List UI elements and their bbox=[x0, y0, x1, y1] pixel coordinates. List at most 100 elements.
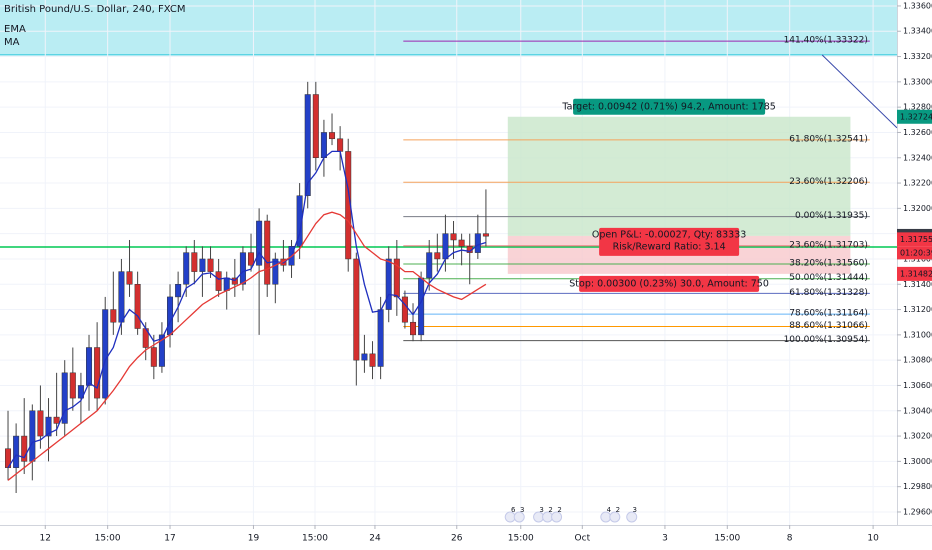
stop-label-box bbox=[579, 275, 760, 292]
candle-body bbox=[320, 132, 327, 159]
candle-body bbox=[175, 284, 182, 298]
candle-body bbox=[37, 410, 44, 437]
candle-body bbox=[77, 385, 84, 399]
y-tick-label: 1.33600 bbox=[903, 1, 932, 10]
candle-body bbox=[353, 258, 360, 361]
x-tick-label: 15:00 bbox=[508, 534, 534, 544]
event-count: 2 bbox=[548, 506, 552, 514]
y-tick-label: 1.29600 bbox=[903, 507, 932, 516]
y-tick-label: 1.33200 bbox=[903, 52, 932, 61]
candle-body bbox=[94, 347, 101, 399]
y-tick-label: 1.30400 bbox=[903, 406, 932, 415]
candle-body bbox=[401, 296, 408, 323]
y-tick-label: 1.30200 bbox=[903, 432, 932, 441]
fib-label: 23.60%(1.32206) bbox=[789, 177, 868, 187]
fib-label: 23.60%(1.31703) bbox=[789, 240, 868, 250]
y-tick-label: 1.33400 bbox=[903, 27, 932, 36]
candle-body bbox=[450, 233, 457, 241]
event-count: 3 bbox=[632, 506, 636, 514]
y-tick-label: 1.32000 bbox=[903, 204, 932, 213]
fib-label: 141.40%(1.33322) bbox=[784, 36, 868, 46]
y-tick-label: 1.32200 bbox=[903, 179, 932, 188]
x-tick-label: 15:00 bbox=[95, 534, 121, 544]
fib-label: 78.60%(1.31164) bbox=[789, 309, 868, 319]
candle-body bbox=[248, 252, 255, 266]
candle-body bbox=[264, 220, 271, 285]
candle-body bbox=[426, 252, 433, 279]
candle-body bbox=[61, 372, 68, 424]
x-tick-label: 12 bbox=[40, 534, 51, 544]
candle-body bbox=[126, 271, 133, 285]
candle-body bbox=[215, 271, 222, 291]
candle-body bbox=[434, 252, 441, 260]
candle-body bbox=[385, 258, 392, 310]
indicator-label: MA bbox=[4, 37, 20, 48]
fib-label: 61.80%(1.31328) bbox=[789, 288, 868, 298]
countdown-box bbox=[897, 246, 932, 260]
event-count: 4 bbox=[607, 506, 612, 514]
event-count: 2 bbox=[616, 506, 620, 514]
candle-body bbox=[223, 277, 230, 291]
candle-body bbox=[442, 233, 449, 260]
stop-label: Stop: 0.00300 (0.23%) 30.0, Amount: 750 bbox=[569, 278, 769, 289]
event-icon bbox=[551, 511, 563, 523]
candle-body bbox=[167, 296, 174, 336]
price-tag bbox=[897, 266, 932, 281]
candle-body bbox=[369, 353, 376, 367]
candle-body bbox=[134, 284, 141, 329]
chart-title: British Pound/U.S. Dollar, 240, FXCM bbox=[4, 4, 185, 15]
candle-body bbox=[482, 233, 489, 237]
candle-body bbox=[183, 252, 190, 285]
candle-body bbox=[361, 353, 368, 361]
plot-area: 141.40%(1.33322) 61.80%(1.32541) 23.60%(1.… bbox=[0, 0, 898, 525]
fib-label: 38.20%(1.31560) bbox=[789, 259, 868, 269]
candle-body bbox=[207, 258, 214, 272]
indicator-line bbox=[7, 211, 487, 481]
candle-body bbox=[53, 416, 60, 424]
candle-body bbox=[329, 132, 336, 140]
pnl-label: Open P&L: -0.00027, Qty: 83333 bbox=[592, 229, 746, 240]
candle-body bbox=[102, 309, 109, 399]
price-tag bbox=[897, 109, 932, 124]
candle-body bbox=[21, 435, 28, 462]
candle-body bbox=[377, 309, 384, 367]
candle-body bbox=[312, 94, 319, 159]
event-count: 2 bbox=[557, 506, 561, 514]
ratio-label: Risk/Reward Ratio: 3.14 bbox=[613, 241, 726, 252]
fib-label: 0.00%(1.31935) bbox=[795, 211, 868, 221]
candle-body bbox=[304, 94, 311, 196]
x-tick-label: 15:00 bbox=[714, 534, 740, 544]
x-tick-label: 15:00 bbox=[302, 534, 328, 544]
y-tick-label: 1.31000 bbox=[903, 330, 932, 339]
event-count: 3 bbox=[520, 506, 524, 514]
price-tag-label: 1.32724 bbox=[900, 112, 932, 121]
candle-body bbox=[29, 410, 36, 462]
candle-body bbox=[13, 435, 20, 468]
x-tick-label: 24 bbox=[369, 534, 381, 544]
price-tag-label: 1.31755 bbox=[900, 235, 932, 244]
y-tick-label: 1.33000 bbox=[903, 77, 932, 86]
indicator-line bbox=[7, 150, 487, 469]
candle-body bbox=[272, 258, 279, 285]
y-tick-label: 1.32600 bbox=[903, 128, 932, 137]
y-tick-label: 1.32400 bbox=[903, 153, 932, 162]
y-tick-label: 1.30600 bbox=[903, 381, 932, 390]
indicator-label: EMA bbox=[4, 24, 26, 35]
countdown: 01:20:39 bbox=[900, 248, 932, 257]
event-count: 6 bbox=[511, 506, 516, 514]
fib-label: 100.00%(1.30954) bbox=[784, 335, 868, 345]
target-label: Target: 0.00942 (0.71%) 94.2, Amount: 17… bbox=[561, 101, 775, 112]
candle-body bbox=[410, 321, 417, 336]
x-tick-label: 19 bbox=[248, 534, 260, 544]
fib-label: 61.80%(1.32541) bbox=[789, 134, 868, 144]
x-tick-label: 26 bbox=[451, 534, 463, 544]
y-tick-label: 1.29800 bbox=[903, 482, 932, 491]
candle-body bbox=[86, 347, 93, 386]
x-tick-label: 17 bbox=[164, 534, 175, 544]
pnl-box bbox=[599, 227, 740, 256]
y-tick-label: 1.31200 bbox=[903, 305, 932, 314]
event-icon bbox=[626, 511, 638, 523]
